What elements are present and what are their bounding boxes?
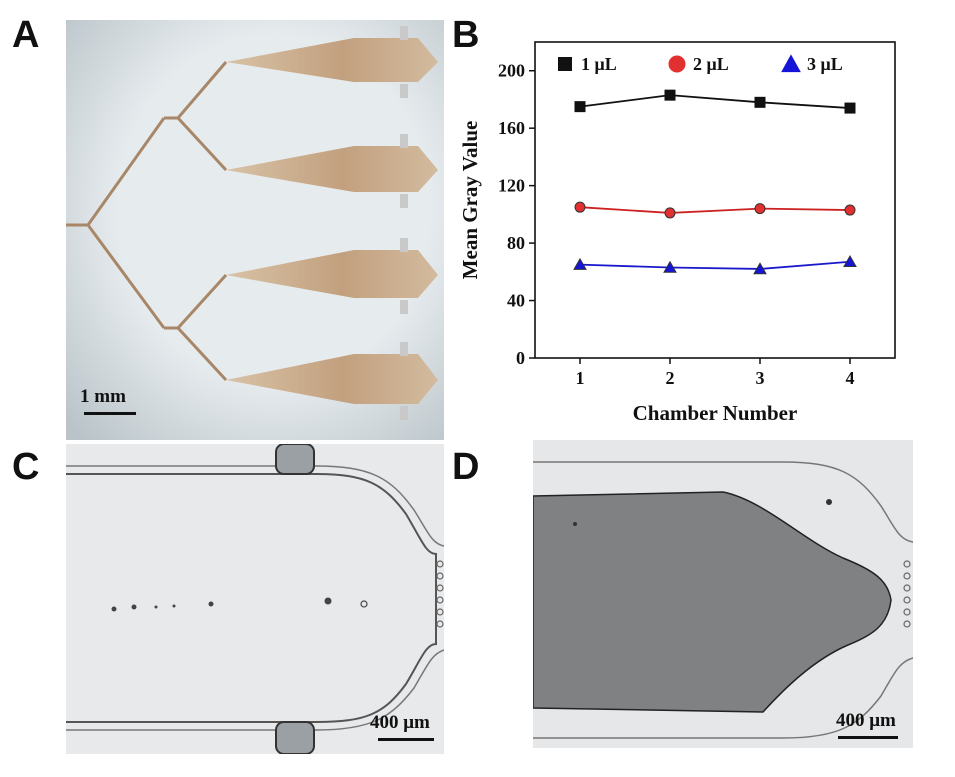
panel-c-micrograph	[66, 444, 444, 754]
empty-chamber-image	[66, 444, 444, 754]
data-point	[664, 207, 676, 219]
series-3	[573, 255, 857, 275]
series-2	[574, 201, 856, 219]
x-tick-label: 1	[576, 368, 585, 388]
data-point	[844, 204, 856, 216]
data-point	[843, 255, 857, 268]
legend-marker-2	[668, 55, 686, 73]
x-tick-label: 3	[756, 368, 765, 388]
series-line	[579, 94, 851, 109]
y-tick-label: 40	[507, 291, 525, 311]
data-point	[663, 260, 677, 273]
panel-c-scale-label: 400 μm	[370, 712, 430, 733]
data-point	[844, 102, 856, 114]
filled-chamber-image	[533, 440, 913, 748]
x-axis-label: Chamber Number	[633, 401, 798, 425]
legend-label-3: 3 μL	[807, 54, 843, 74]
data-point	[754, 96, 766, 108]
panel-b-chart: 0 40 80 120 160 200 1 2 3 4 Chamber Number Mean Gra…	[458, 41, 896, 425]
panel-d-micrograph	[533, 440, 913, 748]
panel-label-d: D	[452, 446, 480, 488]
panel-label-a: A	[12, 14, 40, 56]
data-point	[664, 89, 676, 101]
legend-marker-3	[781, 54, 801, 73]
panel-d-scale-bar	[838, 736, 898, 739]
y-tick-label: 80	[507, 233, 525, 253]
y-tick-label: 200	[498, 61, 525, 81]
plot-frame	[534, 41, 896, 359]
data-point	[754, 203, 766, 215]
panel-label-b: B	[452, 14, 480, 56]
panel-a-scale-bar	[84, 412, 136, 415]
series-line	[579, 260, 851, 270]
x-tick-label: 2	[666, 368, 675, 388]
series-1	[574, 89, 856, 114]
y-tick-label: 120	[498, 176, 525, 196]
branching-channel-image	[66, 20, 444, 440]
panel-c-scale-bar	[378, 738, 434, 741]
panel-a-micrograph	[66, 20, 444, 440]
x-tick-label: 4	[846, 368, 855, 388]
data-point	[573, 257, 587, 270]
legend-marker-1	[558, 57, 572, 71]
legend-label-2: 2 μL	[693, 54, 729, 74]
y-axis-label: Mean Gray Value	[458, 121, 482, 280]
data-point	[574, 101, 586, 113]
y-tick-label: 160	[498, 118, 525, 138]
panel-label-c: C	[12, 446, 40, 488]
data-point	[753, 262, 767, 275]
y-tick-label: 0	[516, 348, 525, 368]
panel-a-scale-label: 1 mm	[80, 386, 126, 407]
panel-d-scale-label: 400 μm	[836, 710, 896, 731]
data-point	[574, 201, 586, 213]
series-line	[579, 206, 851, 214]
legend-label-1: 1 μL	[581, 54, 617, 74]
